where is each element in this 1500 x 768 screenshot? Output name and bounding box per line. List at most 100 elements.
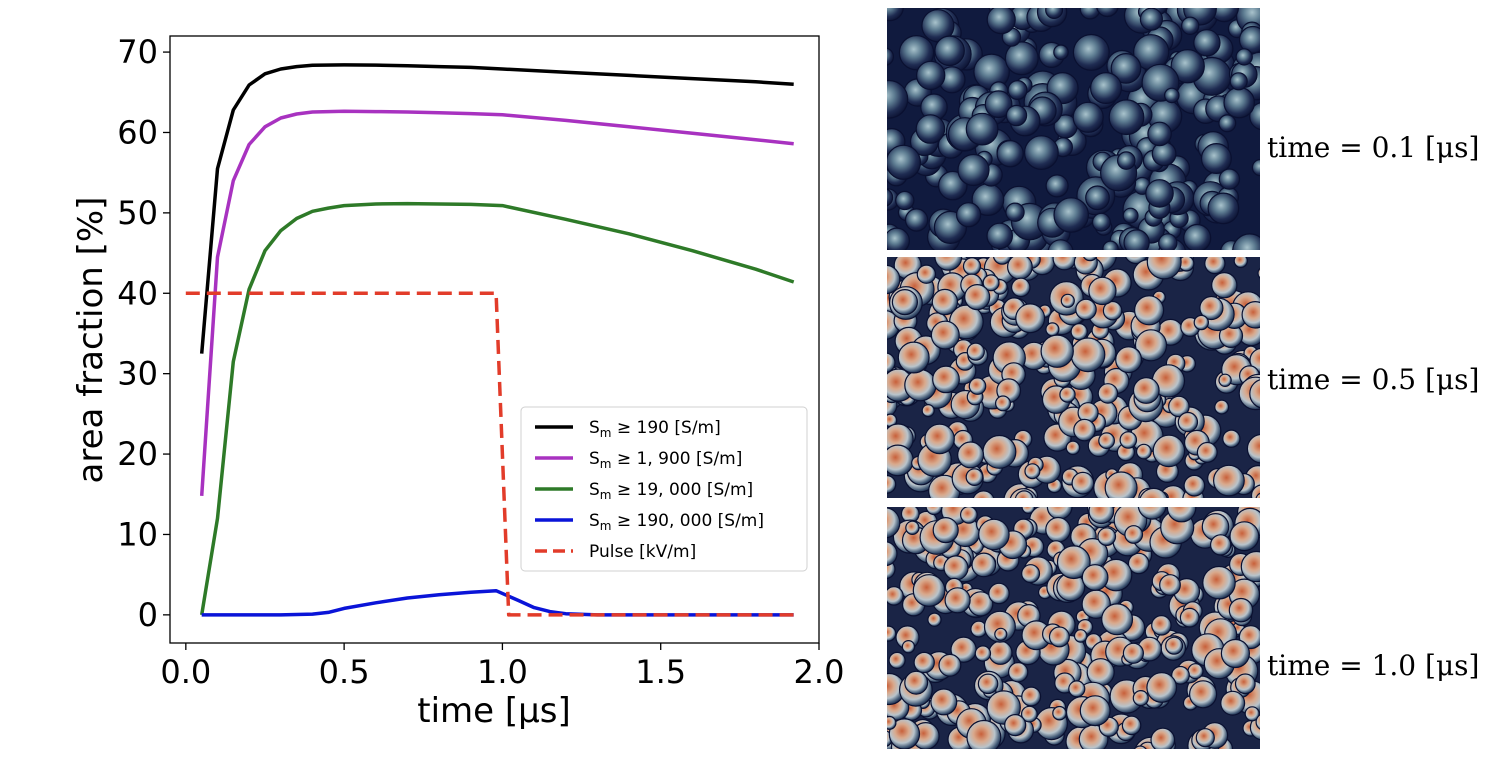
series-line-4 — [185, 291, 794, 617]
particle-sphere — [1147, 121, 1172, 147]
particle-sphere — [1014, 490, 1034, 498]
particle-sphere — [1052, 705, 1067, 721]
particle-sphere — [1071, 471, 1095, 495]
snapshot-caption: time = 1.0 [μs] — [1267, 649, 1480, 682]
particle-sphere — [1146, 257, 1182, 280]
particle-sphere — [1070, 322, 1088, 341]
particle-sphere — [982, 274, 1000, 292]
particle-sphere — [1134, 329, 1168, 362]
particle-sphere — [1072, 33, 1110, 71]
particle-sphere — [1196, 441, 1218, 463]
particle-sphere — [1204, 257, 1226, 275]
particle-sphere — [1045, 8, 1064, 19]
particle-sphere — [905, 520, 920, 535]
particle-sphere — [1165, 636, 1184, 655]
particle-sphere — [1005, 202, 1025, 222]
particle-sphere — [1117, 151, 1136, 170]
particle-sphere — [1070, 337, 1106, 373]
particle-sphere — [898, 35, 935, 71]
particle-sphere — [891, 288, 918, 316]
particle-sphere — [925, 507, 943, 516]
particle-sphere — [1007, 79, 1028, 100]
particle-sphere — [1108, 99, 1145, 136]
particle-sphere — [1073, 257, 1098, 275]
particle-sphere — [934, 35, 965, 67]
particle-sphere — [1134, 295, 1165, 326]
particle-sphere — [1229, 72, 1248, 91]
legend-label-3: Sm ≥ 190, 000 [S/m] — [589, 511, 764, 533]
particle-sphere — [1181, 16, 1200, 35]
snapshot-caption: time = 0.5 [μs] — [1267, 363, 1480, 396]
particle-sphere — [1235, 48, 1253, 66]
particle-sphere — [1233, 257, 1248, 269]
particle-sphere — [1220, 690, 1246, 716]
particle-sphere — [982, 434, 1017, 469]
y-tick-label: 20 — [117, 435, 158, 473]
particle-sphere — [968, 377, 987, 395]
particle-sphere — [1193, 29, 1221, 57]
particle-sphere — [1133, 745, 1147, 749]
particle-sphere — [927, 612, 942, 627]
particle-sphere — [895, 190, 915, 211]
particle-sphere — [1124, 525, 1144, 544]
y-tick-label: 10 — [117, 515, 158, 553]
particle-sphere — [1249, 379, 1260, 409]
particle-sphere — [1059, 386, 1076, 403]
particle-sphere — [1007, 257, 1033, 280]
particle-sphere — [1020, 705, 1038, 723]
particle-sphere — [916, 264, 937, 284]
particle-sphere — [1115, 346, 1143, 374]
series-line-2 — [199, 201, 795, 616]
y-tick-label: 50 — [117, 194, 158, 232]
particle-sphere — [1122, 642, 1144, 664]
particle-sphere — [887, 507, 901, 539]
particle-sphere — [1195, 728, 1215, 748]
x-axis-label: time [µs] — [417, 691, 571, 731]
particle-sphere — [1189, 680, 1218, 709]
particle-sphere — [901, 639, 916, 654]
particle-sphere — [1200, 143, 1232, 175]
series-line-1 — [199, 109, 794, 497]
particle-sphere — [1240, 550, 1260, 583]
particle-sphere — [955, 202, 982, 228]
particle-sphere — [887, 47, 894, 66]
particle-sphere — [912, 574, 946, 607]
particle-sphere — [1218, 114, 1237, 133]
particle-sphere — [887, 227, 910, 250]
particle-sphere — [1053, 44, 1069, 60]
particle-sphere — [1004, 714, 1027, 737]
particle-sphere — [887, 8, 904, 22]
y-tick-label: 40 — [117, 274, 158, 312]
series-line-0 — [199, 63, 794, 354]
particle-sphere — [1045, 516, 1072, 543]
particle-sphere — [1222, 429, 1241, 448]
particle-sphere — [1241, 301, 1260, 329]
particle-sphere — [1086, 658, 1115, 687]
particle-sphere — [1021, 564, 1041, 584]
particle-sphere — [986, 8, 1016, 35]
particle-sphere — [938, 653, 962, 677]
particle-sphere — [957, 441, 985, 469]
particle-sphere — [966, 719, 1002, 749]
particle-sphere — [1073, 418, 1096, 442]
particle-sphere — [994, 395, 1011, 412]
particle-sphere — [887, 352, 896, 373]
particle-sphere — [1187, 663, 1204, 680]
particle-sphere — [1065, 440, 1081, 456]
particle-sphere — [1232, 233, 1260, 250]
particle-sphere — [1168, 395, 1190, 418]
particle-sphere — [1119, 431, 1138, 449]
particle-sphere — [1068, 680, 1086, 698]
particle-sphere — [1135, 443, 1152, 460]
particle-sphere — [1246, 433, 1260, 464]
particle-sphere — [978, 518, 1010, 551]
particle-sphere — [1255, 714, 1260, 730]
particle-sphere — [1151, 615, 1172, 636]
particle-sphere — [983, 610, 1016, 643]
particle-sphere — [1021, 686, 1042, 707]
y-tick-label: 60 — [117, 113, 158, 151]
particle-sphere — [1183, 474, 1206, 497]
particle-sphere — [1159, 574, 1181, 596]
particle-sphere — [1097, 383, 1119, 404]
particle-sphere — [1179, 607, 1200, 628]
